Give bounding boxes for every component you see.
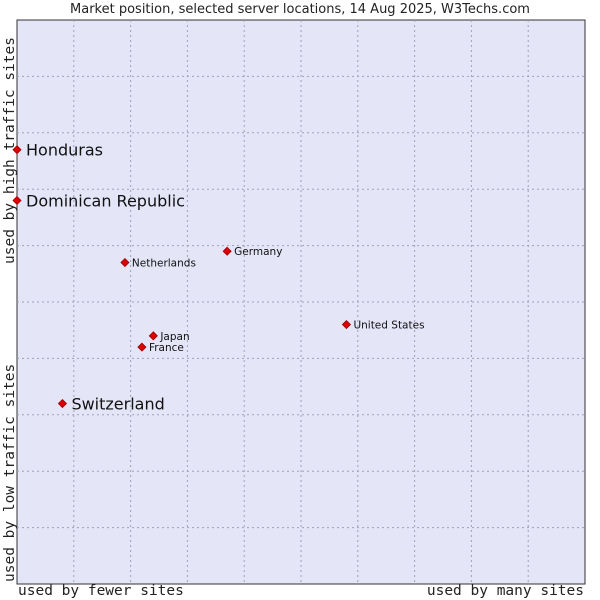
data-points: Honduras Dominican Republic Germany Netherl… [12, 141, 425, 414]
point-label: Germany [234, 246, 282, 258]
data-point: France [137, 342, 184, 354]
data-point: United States [341, 319, 425, 332]
point-label: Switzerland [71, 395, 164, 414]
point-label: France [149, 342, 184, 354]
point-marker [222, 246, 232, 256]
data-point: Japan [148, 331, 190, 343]
x-axis-low-label: used by fewer sites [18, 583, 184, 599]
point-label: United States [353, 320, 424, 332]
x-axis-high-label: used by many sites [426, 583, 584, 599]
point-label: Japan [159, 331, 189, 343]
point-marker [148, 331, 158, 341]
data-point: Netherlands [120, 257, 196, 270]
point-marker [120, 257, 130, 268]
point-marker [341, 319, 352, 330]
point-marker [12, 145, 22, 155]
data-point: Honduras [12, 141, 103, 160]
grid-lines [17, 20, 585, 584]
data-point: Dominican Republic [12, 191, 185, 210]
point-label: Dominican Republic [26, 191, 185, 210]
point-label: Honduras [26, 141, 103, 160]
point-marker [137, 342, 147, 352]
point-marker [57, 398, 68, 409]
chart-title: Market position, selected server locatio… [70, 2, 530, 17]
data-point: Switzerland [57, 395, 165, 414]
point-label: Netherlands [132, 258, 196, 270]
point-marker [12, 195, 22, 206]
data-point: Germany [222, 246, 282, 258]
